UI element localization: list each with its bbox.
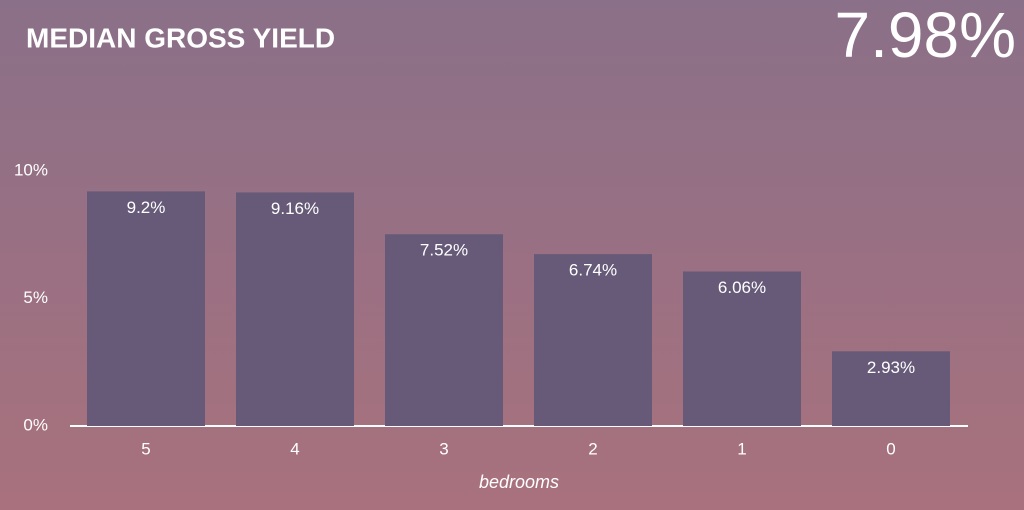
headline: 7.98% [835, 0, 1016, 71]
x-tick-label: 3 [439, 439, 448, 458]
y-tick-label: 10% [14, 160, 48, 179]
x-tick-label: 5 [141, 439, 150, 458]
value-label: 9.2% [127, 198, 166, 217]
x-tick-label: 2 [588, 439, 597, 458]
y-tick-label: 5% [23, 288, 48, 307]
bar [832, 351, 950, 426]
value-label: 6.06% [718, 278, 766, 297]
y-tick-label: 0% [23, 415, 48, 434]
bar [236, 192, 354, 426]
value-label: 6.74% [569, 261, 617, 280]
value-label: 2.93% [867, 358, 915, 377]
x-axis-label: bedrooms [479, 472, 559, 492]
x-tick-label: 4 [290, 439, 299, 458]
bar [683, 271, 801, 426]
bar [534, 254, 652, 426]
value-label: 9.16% [271, 199, 319, 218]
chart-title: MEDIAN GROSS YIELD [26, 22, 335, 53]
bar [87, 191, 205, 426]
x-tick-label: 0 [886, 439, 895, 458]
x-tick-label: 1 [737, 439, 746, 458]
value-label: 7.52% [420, 241, 468, 260]
bar [385, 234, 503, 426]
